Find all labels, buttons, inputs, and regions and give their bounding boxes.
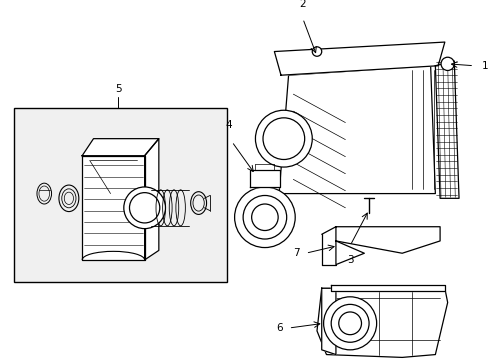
Text: 2: 2 (299, 0, 305, 9)
Circle shape (338, 312, 361, 335)
Text: 3: 3 (346, 255, 353, 265)
Text: 1: 1 (481, 61, 488, 71)
Polygon shape (335, 241, 364, 265)
Text: 4: 4 (225, 120, 232, 130)
Polygon shape (316, 288, 447, 357)
Polygon shape (249, 170, 280, 187)
Circle shape (312, 47, 321, 56)
Circle shape (234, 187, 295, 248)
Circle shape (129, 193, 160, 223)
Circle shape (123, 187, 165, 229)
Polygon shape (82, 139, 159, 156)
Polygon shape (335, 227, 439, 253)
Circle shape (251, 204, 278, 230)
Circle shape (330, 305, 368, 342)
Bar (14, 108, 226, 282)
Polygon shape (279, 66, 434, 194)
Text: 7: 7 (292, 248, 299, 258)
Circle shape (440, 57, 453, 71)
Polygon shape (330, 285, 444, 291)
Circle shape (255, 110, 312, 167)
Text: 5: 5 (115, 84, 121, 94)
Polygon shape (434, 61, 458, 198)
Polygon shape (144, 139, 159, 260)
Circle shape (243, 195, 286, 239)
Polygon shape (274, 42, 444, 75)
Circle shape (323, 297, 376, 350)
Circle shape (263, 118, 304, 159)
Polygon shape (321, 288, 335, 355)
Text: 6: 6 (275, 323, 282, 333)
Polygon shape (82, 156, 144, 260)
